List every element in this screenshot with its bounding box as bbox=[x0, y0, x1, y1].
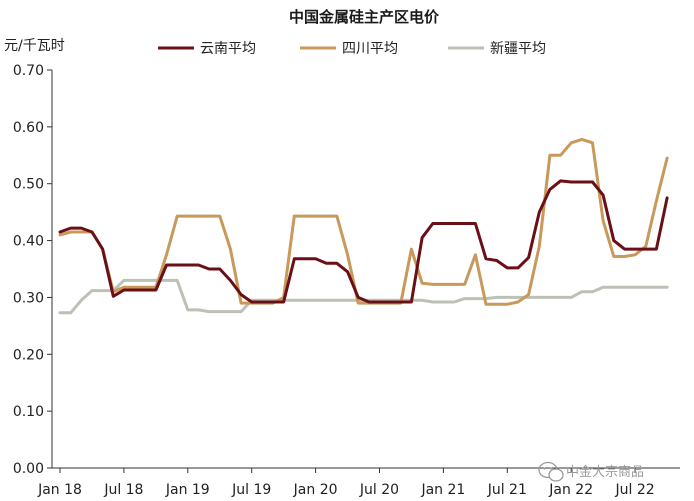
x-tick-label: Jan 21 bbox=[420, 482, 465, 498]
watermark-text: 中金大宗商品 bbox=[566, 464, 644, 480]
legend-label: 四川平均 bbox=[342, 41, 398, 57]
y-tick-label: 0.40 bbox=[13, 234, 44, 250]
series-line bbox=[58, 179, 669, 304]
y-tick-label: 0.00 bbox=[13, 461, 44, 477]
x-tick-label: Jul 21 bbox=[487, 482, 527, 498]
y-tick-label: 0.10 bbox=[13, 404, 44, 420]
x-tick-label: Jul 19 bbox=[231, 482, 271, 498]
series-line bbox=[58, 137, 669, 306]
x-tick-label: Jan 22 bbox=[548, 482, 593, 498]
x-tick-label: Jan 18 bbox=[37, 482, 82, 498]
x-tick-label: Jan 19 bbox=[165, 482, 210, 498]
x-tick-label: Jul 18 bbox=[103, 482, 143, 498]
watermark: 中金大宗商品 bbox=[538, 461, 644, 482]
y-tick-label: 0.70 bbox=[13, 63, 44, 79]
y-tick-label: 0.50 bbox=[13, 177, 44, 193]
series-layer bbox=[58, 137, 669, 315]
wechat-icon bbox=[538, 461, 564, 482]
chart-title: 中国金属硅主产区电价 bbox=[289, 8, 440, 26]
legend-label: 新疆平均 bbox=[490, 41, 546, 57]
y-axis-unit: 元/千瓦时 bbox=[4, 38, 65, 54]
series-line bbox=[58, 278, 669, 315]
x-tick-label: Jul 20 bbox=[359, 482, 399, 498]
x-tick-label: Jul 22 bbox=[615, 482, 655, 498]
legend-label: 云南平均 bbox=[200, 41, 256, 57]
x-tick-label: Jan 20 bbox=[293, 482, 338, 498]
axes: 0.00 0.10 0.20 0.30 0.40 0.50 0.60 0.70 Jan 18 Ju… bbox=[13, 63, 680, 498]
legend: 云南平均 四川平均 新疆平均 bbox=[158, 41, 546, 57]
y-tick-label: 0.30 bbox=[13, 290, 44, 306]
y-tick-label: 0.20 bbox=[13, 347, 44, 363]
y-tick-label: 0.60 bbox=[13, 120, 44, 136]
